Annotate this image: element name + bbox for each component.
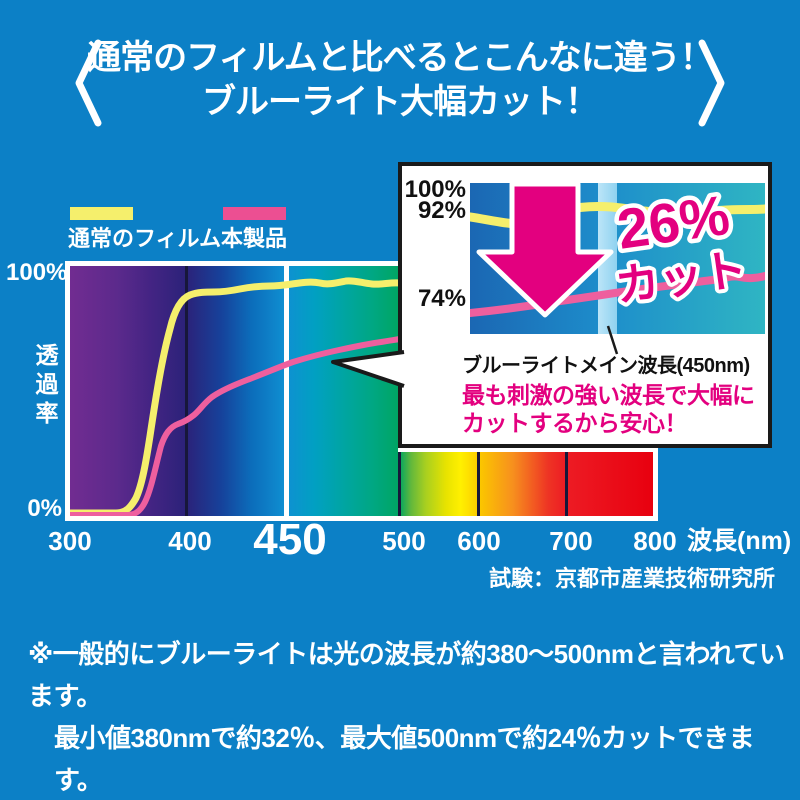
x-tick-600: 600 — [457, 526, 501, 556]
footnote: ※一般的にブルーライトは光の波長が約380～500nmと言われています。 最小値… — [28, 633, 792, 800]
cut-down-arrow-icon — [476, 183, 614, 318]
y-axis-title: 透過率 — [32, 343, 58, 430]
legend-swatch-product — [223, 207, 286, 220]
page-title-line2: ブルーライト大幅カット！ — [202, 83, 599, 121]
zoom-inset-box: 100% 92% 74% 26% カット ブルーライトメイン波長(450nm) … — [398, 162, 772, 448]
test-source-credit: 試験：京都市産業技術研究所 — [488, 566, 775, 591]
x-tick-700: 700 — [549, 526, 593, 556]
x-tick-500: 500 — [382, 526, 426, 556]
inset-curves-and-arrow — [470, 183, 765, 318]
right-angle-bracket-icon — [698, 39, 725, 127]
stripe-callout-line — [606, 325, 619, 355]
inset-label-100: 100% — [404, 176, 466, 203]
legend-swatch-normal-film — [70, 207, 133, 220]
page-title: 通常のフィルムと比べるとこんなに違う！ ブルーライト大幅カット！ — [0, 36, 800, 124]
cut-badge-value: 26% — [613, 183, 733, 261]
legend-label-product: 本製品 — [221, 226, 288, 251]
footnote-line2: 最小値380nmで約32％、最大値500nmで約24％カットできます。 — [54, 723, 755, 795]
x-tick-400: 400 — [168, 526, 212, 556]
inset-bottom-white-edge — [398, 448, 658, 452]
y-axis-0-label: 0% — [27, 495, 62, 522]
footnote-line1: ※一般的にブルーライトは光の波長が約380～500nmと言われています。 — [28, 639, 785, 711]
inset-note-line1: 最も刺激の強い波長で大幅に — [462, 382, 755, 408]
legend-label-normal-film: 通常のフィルム — [68, 226, 222, 251]
callout-tail — [331, 350, 405, 388]
y-axis-100-label: 100% — [6, 259, 68, 286]
inset-zoom-chart: 26% カット — [470, 183, 765, 334]
cut-badge: 26% カット — [608, 183, 754, 316]
inset-caption: ブルーライトメイン波長(450nm) — [462, 355, 750, 377]
gridline-450nm — [284, 266, 289, 516]
x-tick-800: 800 — [633, 526, 677, 556]
inset-note-line2: カットするから安心！ — [462, 410, 688, 436]
x-tick-450: 450 — [253, 515, 327, 564]
inset-label-92: 92% — [417, 197, 466, 224]
page-title-line1: 通常のフィルムと比べるとこんなに違う！ — [87, 39, 714, 77]
x-tick-300: 300 — [48, 526, 92, 556]
x-axis-unit-label: 波長(nm) — [687, 527, 792, 555]
gridline-400nm — [185, 266, 188, 516]
left-angle-bracket-icon — [75, 39, 102, 127]
inset-label-74: 74% — [417, 285, 466, 312]
